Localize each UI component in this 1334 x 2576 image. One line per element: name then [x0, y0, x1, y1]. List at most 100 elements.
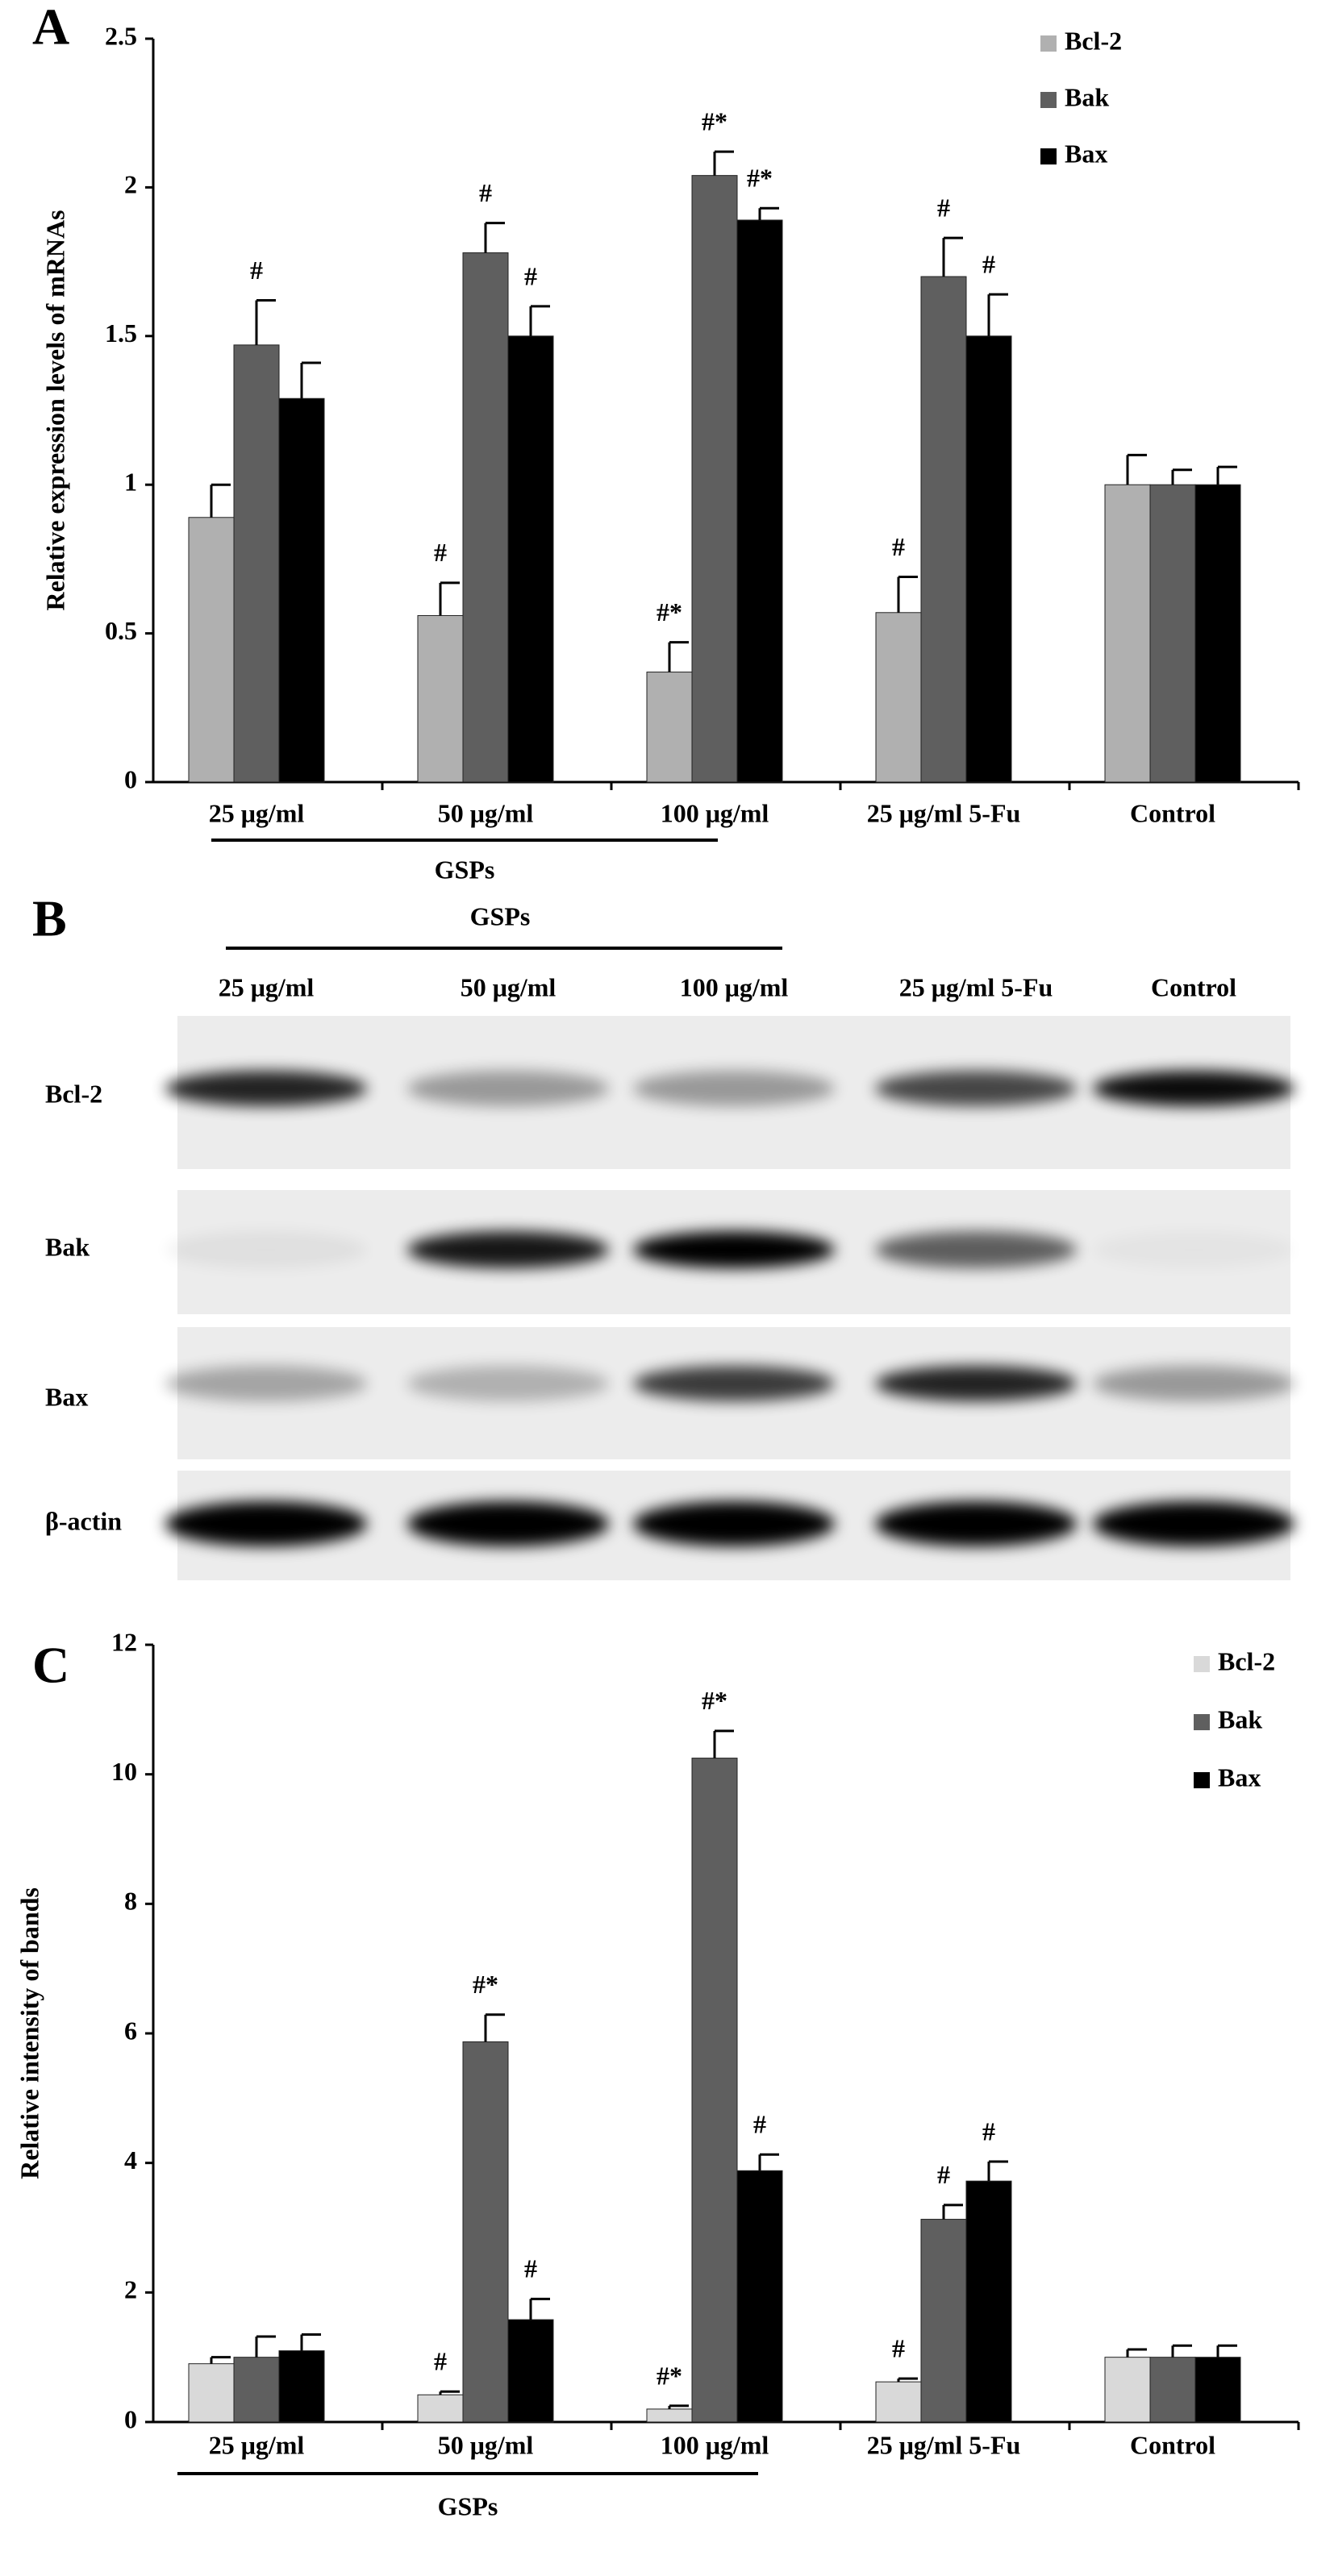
blot-panel: B GSPs 25 μg/ml 50 μg/ml 100 μg/ml 25 μg/ml 5…	[32, 890, 1294, 1580]
x-tick-label: 50 μg/ml	[438, 2430, 534, 2459]
error-bar	[713, 1729, 734, 1758]
error-bar	[1126, 2348, 1147, 2358]
y-tick-label: 2.5	[105, 21, 137, 50]
error-bar	[668, 2404, 689, 2409]
blot-band	[407, 1366, 609, 1401]
significance-label: #	[524, 2254, 537, 2283]
x-tick-label: 25 μg/ml	[209, 798, 305, 827]
bar	[1149, 2357, 1196, 2423]
bar	[1194, 2357, 1241, 2423]
blot-band	[1093, 1071, 1294, 1106]
bar	[507, 2319, 554, 2423]
column-label: 50 μg/ml	[461, 972, 557, 1001]
error-bar	[484, 2013, 505, 2042]
blot-band	[165, 1231, 367, 1268]
y-tick-label: 12	[111, 1627, 137, 1656]
error-bar	[439, 2390, 460, 2395]
blot-band	[875, 1501, 1077, 1546]
bar	[736, 2170, 783, 2423]
blot-band	[633, 1501, 835, 1546]
column-label: 100 μg/ml	[680, 972, 789, 1001]
y-tick-label: 2	[124, 170, 137, 199]
bar	[691, 175, 738, 783]
error-bar	[255, 299, 276, 345]
y-tick-label: 4	[124, 2145, 137, 2174]
bar	[691, 1758, 738, 2423]
x-tick-label: 25 μg/ml 5-Fu	[867, 2430, 1021, 2459]
row-label: Bak	[45, 1232, 90, 1261]
bar	[188, 517, 235, 783]
error-bar	[668, 641, 689, 672]
significance-label: #*	[473, 1970, 498, 1999]
blot-band	[875, 1231, 1077, 1268]
bar	[920, 276, 967, 783]
bar	[278, 397, 325, 783]
error-bar	[942, 2204, 963, 2220]
panel-label: A	[32, 0, 69, 56]
bar	[875, 612, 922, 783]
blot-band	[875, 1366, 1077, 1401]
blot-band	[407, 1501, 609, 1546]
bar	[965, 2180, 1012, 2423]
blot-band	[165, 1501, 367, 1546]
significance-label: #	[982, 2116, 995, 2145]
group-label: GSPs	[470, 901, 531, 930]
significance-label: #	[524, 261, 537, 290]
y-tick-label: 0	[124, 764, 137, 793]
error-bar	[1126, 453, 1147, 485]
x-tick-label: 25 μg/ml	[209, 2430, 305, 2459]
significance-label: #*	[702, 106, 727, 135]
bar	[920, 2219, 967, 2423]
error-bar	[758, 2153, 779, 2171]
row-label: Bax	[45, 1382, 88, 1411]
bar	[417, 2394, 464, 2423]
column-label: 25 μg/ml	[219, 972, 315, 1001]
significance-label: #	[937, 2160, 950, 2189]
error-bar	[942, 236, 963, 277]
bar	[875, 2381, 922, 2423]
bar	[646, 2408, 693, 2423]
error-bar	[529, 305, 550, 336]
error-bar	[210, 483, 231, 518]
error-bar	[300, 2333, 321, 2351]
error-bar	[897, 576, 918, 613]
bar	[646, 672, 693, 783]
x-tick-label: 50 μg/ml	[438, 798, 534, 827]
blot-band	[633, 1071, 835, 1106]
bar	[1149, 484, 1196, 783]
panel-label: B	[32, 890, 67, 947]
significance-label: #	[250, 256, 263, 285]
error-bar	[713, 150, 734, 176]
y-tick-label: 6	[124, 2016, 137, 2045]
blot-band	[1093, 1366, 1294, 1401]
blot-band	[633, 1366, 835, 1401]
blot-band	[165, 1071, 367, 1106]
significance-label: #*	[747, 164, 773, 193]
error-bar	[1171, 468, 1192, 485]
bar	[507, 335, 554, 783]
x-tick-label: 25 μg/ml 5-Fu	[867, 798, 1021, 827]
significance-label: #*	[657, 597, 682, 626]
significance-label: #	[434, 2347, 447, 2376]
bar	[1104, 2357, 1151, 2423]
bar	[278, 2350, 325, 2423]
x-tick-label: 100 μg/ml	[661, 2430, 769, 2459]
y-tick-label: 0	[124, 2404, 137, 2433]
y-tick-label: 10	[111, 1757, 137, 1786]
error-bar	[987, 2160, 1008, 2182]
legend-swatch	[1040, 35, 1057, 52]
x-tick-label: Control	[1130, 798, 1215, 827]
legend-swatch	[1194, 1714, 1210, 1730]
error-bar	[484, 222, 505, 253]
bar	[417, 614, 464, 783]
y-tick-label: 0.5	[105, 616, 137, 645]
error-bar	[758, 206, 779, 220]
y-tick-label: 8	[124, 1887, 137, 1916]
significance-label: #	[892, 2334, 905, 2363]
bar	[188, 2363, 235, 2423]
bar	[736, 219, 783, 783]
significance-label: #	[479, 178, 492, 207]
group-label: GSPs	[435, 855, 495, 884]
error-bar	[439, 581, 460, 616]
